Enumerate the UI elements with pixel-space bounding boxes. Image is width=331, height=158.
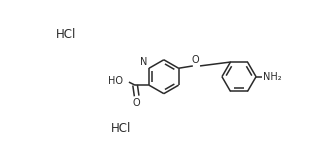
Text: HCl: HCl: [111, 122, 131, 135]
Text: HO: HO: [108, 76, 123, 86]
Text: N: N: [140, 57, 148, 67]
Text: HCl: HCl: [56, 28, 76, 41]
Text: NH₂: NH₂: [263, 72, 282, 82]
Text: O: O: [192, 55, 199, 65]
Text: O: O: [133, 98, 140, 108]
